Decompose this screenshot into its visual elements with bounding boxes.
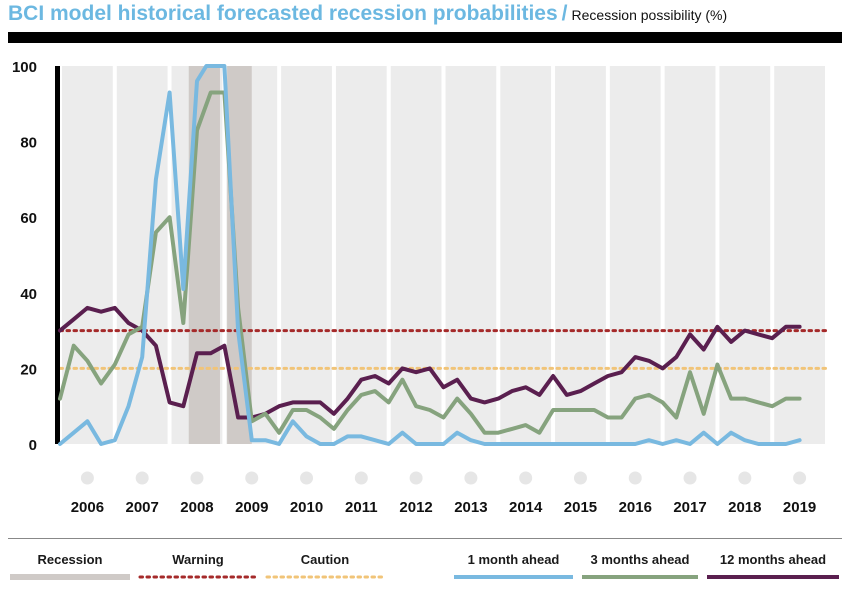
year-marker-2019	[793, 471, 807, 485]
recession-probability-chart: 0 20 40 60 80 100 2006 2007 2008 2009 2010 2011 2012…	[12, 59, 829, 516]
legend-item-one-month: 1 month ahead	[452, 552, 575, 581]
y-tick-label: 100	[12, 59, 37, 76]
year-marker-2017	[683, 471, 697, 485]
series-line-twelve-months	[58, 305, 802, 420]
legend-item-twelve-months: 12 months ahead	[705, 552, 841, 581]
chart-title: BCI model historical forecasted recessio…	[8, 2, 727, 26]
legend-swatch-warning	[138, 575, 258, 579]
x-tick-label: 2014	[509, 499, 543, 516]
legend-label: 3 months ahead	[590, 552, 690, 567]
year-marker-2013	[464, 471, 478, 485]
year-band-2019	[774, 66, 825, 444]
y-tick-label: 40	[20, 286, 37, 303]
year-band-2014	[500, 66, 552, 444]
year-marker-2011	[354, 471, 368, 485]
year-band-2016	[609, 66, 661, 444]
legend-swatch-three-months	[582, 575, 698, 579]
legend-label: 1 month ahead	[467, 552, 560, 567]
year-band-2006	[62, 66, 113, 444]
year-marker-2010	[300, 471, 314, 485]
legend-swatch-caution	[265, 575, 385, 579]
x-tick-label: 2013	[454, 499, 487, 516]
x-tick-label: 2009	[235, 499, 268, 516]
year-marker-2015	[573, 471, 587, 485]
year-band-2010	[281, 66, 332, 444]
chart-title-main: BCI model historical forecasted recessio…	[8, 2, 558, 25]
legend-divider	[8, 538, 842, 539]
y-tick-label: 20	[20, 361, 37, 378]
year-band-2011	[335, 66, 387, 444]
series-line-three-months	[58, 90, 802, 435]
x-tick-label: 2018	[728, 499, 761, 516]
y-tick-label: 0	[29, 437, 37, 454]
year-marker-2016	[628, 471, 642, 485]
year-band-2018	[719, 66, 771, 444]
legend-swatch-recession	[10, 574, 130, 580]
year-marker-2007	[135, 471, 149, 485]
year-marker-2014	[519, 471, 533, 485]
x-tick-label: 2006	[71, 499, 104, 516]
legend-item-three-months: 3 months ahead	[580, 552, 700, 581]
legend-label: Recession	[37, 552, 103, 567]
x-tick-label: 2019	[783, 499, 816, 516]
x-tick-label: 2016	[619, 499, 652, 516]
year-marker-2009	[245, 471, 259, 485]
x-tick-label: 2008	[180, 499, 213, 516]
chart-subtitle: Recession possibility (%)	[571, 7, 728, 23]
legend-item-warning: Warning	[138, 552, 258, 581]
year-marker-2012	[409, 471, 423, 485]
x-tick-label: 2007	[125, 499, 158, 516]
year-marker-2018	[738, 471, 752, 485]
series-line-one-month	[58, 64, 802, 446]
x-tick-label: 2011	[345, 499, 378, 516]
x-tick-label: 2017	[673, 499, 706, 516]
y-tick-label: 60	[20, 210, 37, 227]
title-underline-bar	[8, 32, 842, 43]
year-marker-2006	[80, 471, 94, 485]
year-band-2007	[116, 66, 168, 444]
x-tick-label: 2012	[399, 499, 432, 516]
legend-swatch-one-month	[454, 575, 573, 579]
legend-label: Warning	[172, 552, 224, 567]
legend-label: 12 months ahead	[719, 552, 827, 567]
y-axis-line	[55, 66, 60, 444]
year-band-2012	[390, 66, 442, 444]
year-marker-2008	[190, 471, 204, 485]
y-tick-label: 80	[20, 135, 37, 152]
legend-label: Caution	[300, 552, 350, 567]
legend-item-recession: Recession	[8, 552, 132, 581]
legend-swatch-twelve-months	[707, 575, 839, 579]
legend-item-caution: Caution	[265, 552, 385, 581]
x-tick-label: 2015	[564, 499, 597, 516]
year-band-2013	[445, 66, 497, 444]
year-band-2017	[664, 66, 716, 444]
x-tick-label: 2010	[290, 499, 323, 516]
title-separator: /	[561, 2, 568, 25]
